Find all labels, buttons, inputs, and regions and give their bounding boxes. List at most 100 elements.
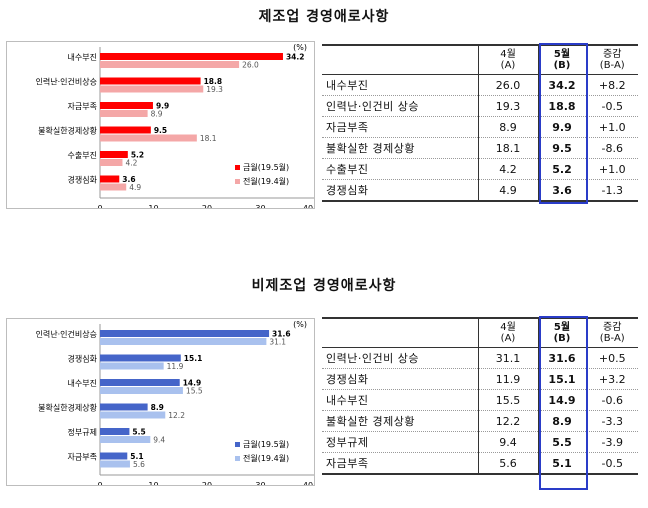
bar-current <box>100 428 130 435</box>
data-label: 9.9 <box>156 102 169 111</box>
apr-cell: 15.5 <box>477 389 538 411</box>
bar-current <box>100 53 283 60</box>
category-label: 인력난·인건비상승 <box>36 77 97 87</box>
data-label: 9.5 <box>154 126 167 135</box>
manufacturing-title: 제조업 경영애로사항 <box>258 9 390 25</box>
data-label: 12.2 <box>168 411 185 420</box>
data-label: 18.1 <box>200 134 217 143</box>
change-header: 증감 (B-A) <box>585 44 638 75</box>
x-tick-label: 20 <box>202 204 212 208</box>
legend-swatch <box>235 456 240 461</box>
change-cell: -0.6 <box>585 389 638 411</box>
data-label: 8.9 <box>151 110 163 119</box>
x-tick-label: 30 <box>255 204 265 208</box>
row-label: 자금부족 <box>322 116 478 138</box>
category-label: 인력난·인건비상승 <box>36 329 97 339</box>
unit-label: (%) <box>293 320 307 329</box>
may-cell: 15.1 <box>537 368 586 390</box>
data-label: 14.9 <box>183 379 202 388</box>
data-label: 18.8 <box>204 77 223 86</box>
data-label: 4.2 <box>125 159 137 168</box>
bar-previous <box>100 159 123 166</box>
bar-current <box>100 175 120 183</box>
table-row: 자금부족 8.9 9.9 +1.0 <box>322 116 638 138</box>
x-tick-label: 20 <box>202 481 212 485</box>
table-row: 정부규제 9.4 5.5 -3.9 <box>322 431 638 453</box>
legend-swatch <box>235 442 240 447</box>
category-label: 불확실한경제상황 <box>38 126 98 136</box>
may-cell: 9.9 <box>537 116 586 138</box>
table-header-row: 4월 (A) 5월 (B) 증감 (B-A) <box>322 317 638 348</box>
apr-cell: 8.9 <box>477 116 538 138</box>
table-row: 인력난·인건비 상승 31.1 31.6 +0.5 <box>322 347 638 369</box>
non-manufacturing-table: 4월 (A) 5월 (B) 증감 (B-A) 인력난·인건비 상승 31.1 31.6 +0… <box>322 317 638 475</box>
data-label: 15.5 <box>186 387 203 396</box>
data-label: 5.6 <box>133 460 145 469</box>
apr-cell: 9.4 <box>477 431 538 453</box>
category-label: 자금부족 <box>68 453 97 462</box>
apr-cell: 5.6 <box>477 452 538 475</box>
legend-label: 전월(19.4월) <box>243 453 289 463</box>
apr-header: 4월 (A) <box>477 317 538 348</box>
bar-previous <box>100 362 164 370</box>
legend-swatch <box>235 179 240 184</box>
apr-cell: 26.0 <box>477 74 538 96</box>
apr-cell: 12.2 <box>477 410 538 432</box>
legend-label: 금월(19.5월) <box>243 162 289 172</box>
data-label: 4.9 <box>129 183 141 192</box>
table-row: 경쟁심화 4.9 3.6 -1.3 <box>322 179 638 202</box>
bar-previous <box>100 387 183 394</box>
bar-current <box>100 354 181 362</box>
change-cell: -3.3 <box>585 410 638 432</box>
data-label: 8.9 <box>151 403 164 412</box>
bar-previous <box>100 110 148 117</box>
category-label: 내수부진 <box>68 378 97 388</box>
may-cell: 9.5 <box>537 137 586 159</box>
row-label: 불확실한 경제상황 <box>322 137 478 159</box>
legend-swatch <box>235 165 240 170</box>
bar-previous <box>100 183 127 191</box>
legend-label: 금월(19.5월) <box>243 439 289 449</box>
apr-cell: 11.9 <box>477 368 538 390</box>
manufacturing-table: 4월 (A) 5월 (B) 증감 (B-A) 내수부진 26.0 34.2 +8.2 인력난·… <box>322 44 638 202</box>
data-label: 31.1 <box>269 338 286 347</box>
change-cell: +8.2 <box>585 74 638 96</box>
non-manufacturing-title: 비제조업 경영애로사항 <box>251 278 397 294</box>
non-manufacturing-chart: (%) 인력난·인건비상승 31.6 31.1 경쟁심화 15.1 11.9 내수부진 14.9… <box>6 318 315 486</box>
x-tick-label: 0 <box>97 481 102 485</box>
data-label: 26.0 <box>242 61 259 70</box>
bar-current <box>100 126 151 134</box>
apr-header: 4월 (A) <box>477 44 538 75</box>
row-label: 경쟁심화 <box>322 368 478 390</box>
change-cell: +1.0 <box>585 116 638 138</box>
row-label: 내수부진 <box>322 74 478 96</box>
category-label: 불확실한경제상황 <box>38 403 98 413</box>
bar-previous <box>100 134 197 142</box>
manufacturing-bar-chart: (%) 내수부진 34.2 26.0 인력난·인건비상승 18.819.3 자금부족 9.98… <box>36 43 314 208</box>
change-cell: -0.5 <box>585 452 638 475</box>
unit-label: (%) <box>293 43 307 52</box>
bar-current <box>100 151 128 158</box>
bar-previous <box>100 85 204 93</box>
table-row: 불확실한 경제상황 12.2 8.9 -3.3 <box>322 410 638 432</box>
bar-current <box>100 102 153 109</box>
data-label: 15.1 <box>184 354 203 363</box>
table-row: 경쟁심화 11.9 15.1 +3.2 <box>322 368 638 390</box>
category-label: 경쟁심화 <box>68 175 98 185</box>
label-header <box>322 317 478 348</box>
bar-previous <box>100 61 240 68</box>
bar-current <box>100 403 148 411</box>
data-label: 3.6 <box>122 175 135 184</box>
non-manufacturing-bar-chart: (%) 인력난·인건비상승 31.631.1 경쟁심화 15.111.9 내수부진 14.9… <box>36 320 314 485</box>
may-cell: 5.5 <box>537 431 586 453</box>
may-cell: 18.8 <box>537 95 586 117</box>
may-cell: 5.1 <box>537 452 586 475</box>
bar-current <box>100 379 180 386</box>
x-tick-label: 10 <box>148 481 158 485</box>
bar-current <box>100 77 201 85</box>
change-cell: -3.9 <box>585 431 638 453</box>
table-row: 내수부진 15.5 14.9 -0.6 <box>322 389 638 411</box>
change-cell: +1.0 <box>585 158 638 180</box>
may-cell: 3.6 <box>537 179 586 202</box>
category-label: 정부규제 <box>68 427 97 437</box>
